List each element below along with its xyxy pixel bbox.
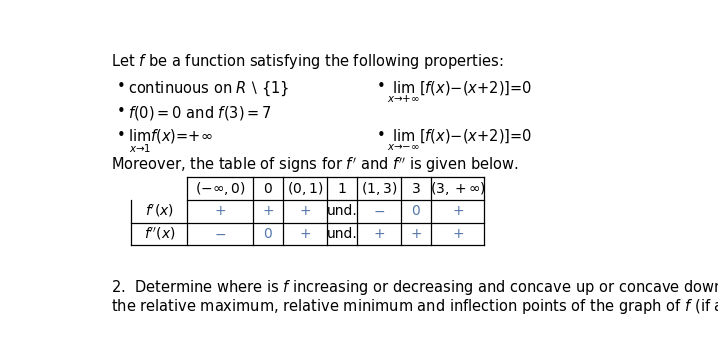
Text: $\lim_{x \to +\infty} [f(x) - (x + 2)] = 0$: $\lim_{x \to +\infty} [f(x) - (x + 2)] =…	[388, 79, 533, 105]
Text: und.: und.	[327, 204, 358, 218]
Text: •: •	[376, 129, 385, 143]
Text: Moreover, the table of signs for $f'$ and $f''$ is given below.: Moreover, the table of signs for $f'$ an…	[111, 156, 518, 175]
Text: $f(0) = 0$ and $f(3) = 7$: $f(0) = 0$ and $f(3) = 7$	[128, 104, 271, 122]
Text: $1$: $1$	[337, 182, 347, 196]
Text: $3$: $3$	[411, 182, 421, 196]
Text: 2.  Determine where is $f$ increasing or decreasing and concave up or concave do: 2. Determine where is $f$ increasing or …	[111, 278, 718, 297]
Text: $-$: $-$	[214, 227, 226, 241]
Text: +: +	[214, 204, 225, 218]
Text: +: +	[299, 204, 311, 218]
Text: •: •	[116, 79, 125, 94]
Text: $\lim_{x \to 1} f(x) = +\infty$: $\lim_{x \to 1} f(x) = +\infty$	[128, 129, 213, 155]
Text: the relative maximum, relative minimum and inflection points of the graph of $f$: the relative maximum, relative minimum a…	[111, 297, 718, 315]
Text: $0$: $0$	[264, 227, 273, 241]
Text: $(-\infty,0)$: $(-\infty,0)$	[195, 180, 246, 197]
Text: $-$: $-$	[373, 204, 385, 218]
Text: continuous on $R \setminus \{1\}$: continuous on $R \setminus \{1\}$	[128, 79, 289, 98]
Text: •: •	[116, 104, 125, 119]
Text: Let $f$ be a function satisfying the following properties:: Let $f$ be a function satisfying the fol…	[111, 52, 503, 71]
Text: +: +	[373, 227, 385, 241]
Text: $(0,1)$: $(0,1)$	[287, 180, 323, 197]
Text: •: •	[376, 79, 385, 94]
Text: $(3,+\infty)$: $(3,+\infty)$	[430, 180, 486, 197]
Text: $f'(x)$: $f'(x)$	[145, 203, 174, 219]
Text: $f''(x)$: $f''(x)$	[144, 226, 175, 242]
Text: +: +	[410, 227, 422, 241]
Text: $0$: $0$	[411, 204, 421, 218]
Text: und.: und.	[327, 227, 358, 241]
Text: +: +	[452, 204, 464, 218]
Text: $(1,3)$: $(1,3)$	[361, 180, 397, 197]
Text: +: +	[262, 204, 274, 218]
Text: +: +	[299, 227, 311, 241]
Text: +: +	[452, 227, 464, 241]
Text: $\lim_{x \to -\infty} [f(x) - (x + 2)] = 0$: $\lim_{x \to -\infty} [f(x) - (x + 2)] =…	[388, 129, 533, 153]
Text: •: •	[116, 129, 125, 143]
Text: $0$: $0$	[264, 182, 273, 196]
